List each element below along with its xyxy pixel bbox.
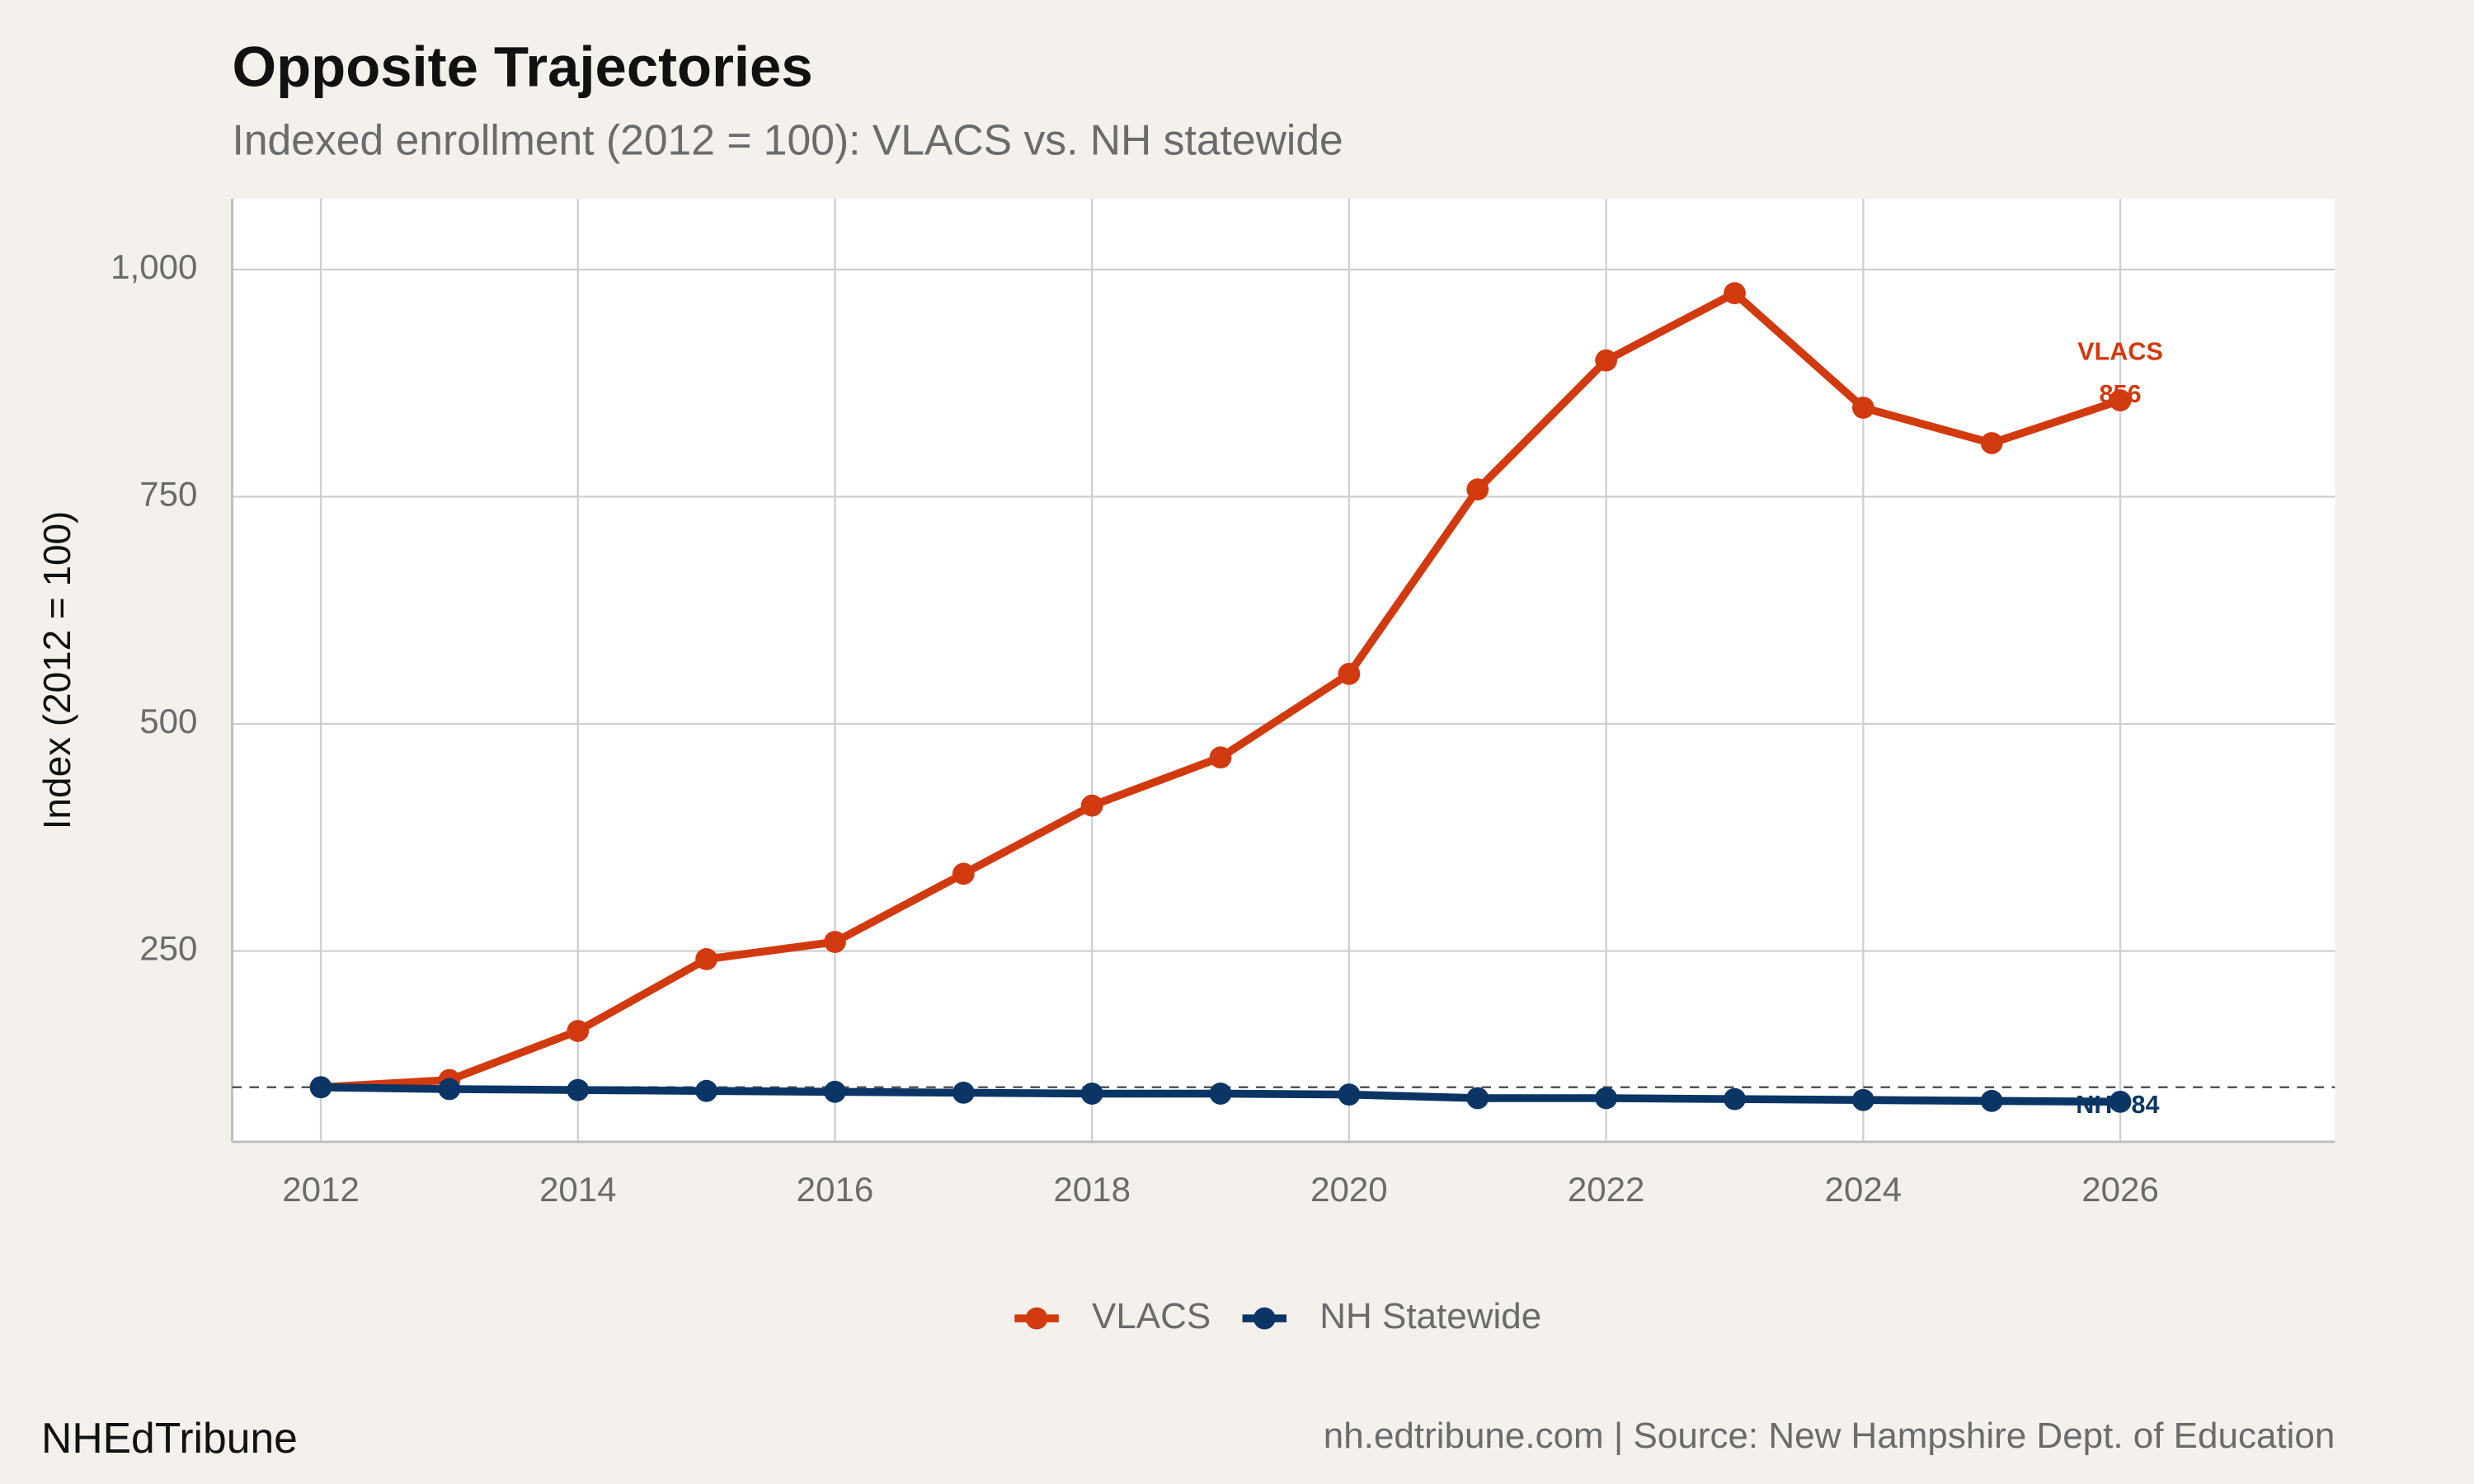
data-point	[1338, 1083, 1361, 1106]
legend: VLACS NH Statewide	[1014, 1296, 1541, 1336]
data-point	[1466, 1087, 1489, 1110]
y-tick-label: 1,000	[111, 247, 197, 286]
data-point	[1209, 1082, 1232, 1105]
data-point	[695, 1079, 718, 1102]
data-point	[567, 1020, 590, 1042]
data-point	[824, 931, 846, 953]
legend-label: VLACS	[1092, 1296, 1211, 1336]
data-point	[1980, 1089, 2003, 1112]
source: nh.edtribune.com | Source: New Hampshire…	[1324, 1416, 2335, 1456]
data-point	[567, 1078, 590, 1101]
y-tick-label: 500	[139, 702, 197, 740]
data-point	[1080, 794, 1103, 817]
data-point	[952, 1082, 975, 1104]
y-tick-label: 750	[139, 475, 197, 514]
legend-marker	[1253, 1307, 1276, 1330]
data-point	[438, 1078, 461, 1101]
plot-area	[232, 199, 2335, 1142]
data-point	[1595, 349, 1618, 372]
x-tick-label: 2018	[1053, 1170, 1131, 1209]
data-point	[952, 862, 975, 885]
data-point	[695, 948, 718, 970]
end-label-value: 856	[2100, 380, 2142, 408]
data-point	[824, 1080, 846, 1103]
x-tick-label: 2020	[1310, 1170, 1388, 1209]
grid: 250 500 750 1,000 2012 2014 2016 2018 2020 2022 20…	[111, 199, 2335, 1209]
y-axis-title: Index (2012 = 100)	[35, 511, 78, 830]
data-point	[1595, 1087, 1618, 1110]
chart-title: Opposite Trajectories	[233, 35, 813, 98]
x-tick-label: 2024	[1825, 1170, 1903, 1209]
legend-marker	[1025, 1307, 1048, 1330]
data-point	[2109, 1091, 2132, 1113]
data-point	[1851, 397, 1874, 419]
data-point	[1209, 746, 1232, 769]
data-point	[1338, 662, 1361, 685]
data-point	[1851, 1088, 1874, 1111]
x-tick-label: 2016	[797, 1170, 874, 1209]
x-tick-label: 2026	[2081, 1170, 2159, 1209]
data-point	[309, 1076, 332, 1099]
x-tick-label: 2014	[539, 1170, 617, 1209]
data-point	[1724, 1087, 1746, 1111]
end-label-name: NH	[2076, 1091, 2112, 1119]
data-point	[1466, 478, 1489, 501]
marks: VLACS 856 NH 84	[309, 282, 2163, 1119]
x-tick-label: 2022	[1568, 1170, 1645, 1209]
chart-subtitle: Indexed enrollment (2012 = 100): VLACS v…	[233, 116, 1343, 164]
x-tick-label: 2012	[282, 1170, 360, 1209]
data-point	[1724, 282, 1746, 305]
end-label-value: 84	[2131, 1091, 2159, 1119]
data-point	[1980, 432, 2003, 454]
legend-label: NH Statewide	[1319, 1296, 1541, 1336]
data-point	[2109, 389, 2132, 412]
y-tick-label: 250	[139, 929, 197, 968]
data-point	[1080, 1082, 1103, 1105]
brand: NHEdTribune	[41, 1414, 298, 1462]
end-label-name: VLACS	[2077, 337, 2163, 365]
